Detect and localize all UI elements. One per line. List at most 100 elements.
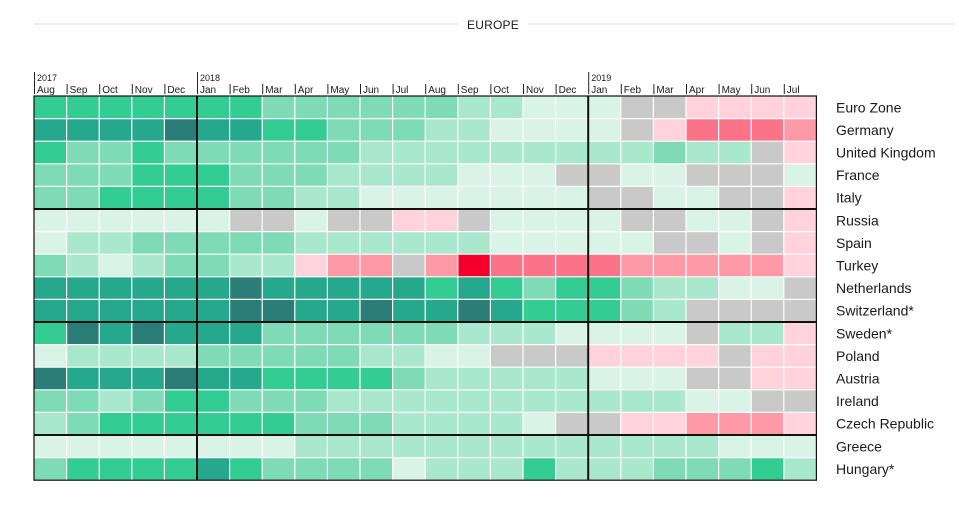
heatmap-cell [66,412,100,436]
heatmap-cell [653,163,687,187]
heatmap-cell [197,96,230,119]
row-label: Greece [836,438,882,454]
heatmap-cell [425,231,458,255]
heatmap-cell [751,254,784,277]
heatmap-cell [457,118,491,142]
heatmap-cell [327,435,361,458]
heatmap-cell [425,457,458,481]
heatmap-cell [555,231,589,255]
heatmap-cell [783,96,817,119]
heatmap-cell [34,344,67,368]
heatmap-cell [490,276,524,300]
heatmap-cell [555,322,589,345]
heatmap-cell [229,186,263,210]
heatmap-cell [653,367,687,390]
column-month-label: Dec [559,85,577,96]
heatmap-cell [783,209,817,232]
heatmap-cell [588,163,621,187]
heatmap-cell [262,141,295,164]
heatmap-cell [294,96,328,119]
heatmap-cell [686,186,719,210]
heatmap-cell [327,141,361,164]
row-label: Hungary* [836,461,895,477]
heatmap-cell [457,389,491,413]
heatmap-cell [783,231,817,255]
heatmap-cell [197,163,230,187]
row-label: Sweden* [836,325,893,341]
heatmap-cell [99,367,132,390]
heatmap-cell [783,435,817,458]
heatmap-cell [66,389,100,413]
heatmap-cell [164,299,198,323]
heatmap-cell [34,457,67,481]
heatmap-cell [425,118,458,142]
heatmap-cell [588,344,621,368]
heatmap-cell [425,276,458,300]
heatmap-cell [131,344,165,368]
heatmap-cell [620,367,654,390]
heatmap-cell [34,186,67,210]
heatmap-cell [294,186,328,210]
heatmap-cell [718,96,752,119]
heatmap-cell [392,231,426,255]
heatmap-cell [751,186,784,210]
heatmap-cell [588,299,621,323]
heatmap-cell [66,322,100,345]
heatmap-cell [490,299,524,323]
column-month-label: Mar [656,85,674,96]
heatmap-cells [34,96,817,481]
heatmap-cell [294,412,328,436]
heatmap-cell [425,163,458,187]
row-label: Poland [836,348,880,364]
heatmap-cell [66,118,100,142]
heatmap-cell [718,118,752,142]
heatmap-cell [490,435,524,458]
heatmap-cell [751,118,784,142]
heatmap-cell [392,118,426,142]
heatmap-cell [164,367,198,390]
heatmap-cell [523,186,556,210]
heatmap-cell [327,209,361,232]
heatmap-cell [457,186,491,210]
heatmap-cell [686,344,719,368]
heatmap-cell [99,435,132,458]
heatmap-cell [783,141,817,164]
heatmap-cell [425,141,458,164]
heatmap-cell [262,209,295,232]
heatmap-cell [262,276,295,300]
heatmap-cell [783,367,817,390]
heatmap-cell [425,412,458,436]
heatmap-cell [229,118,263,142]
heatmap-cell [34,367,67,390]
heatmap-cell [66,231,100,255]
heatmap-cell [327,322,361,345]
heatmap-cell [197,254,230,277]
heatmap-cell [783,254,817,277]
heatmap-cell [523,344,556,368]
heatmap-cell [197,186,230,210]
heatmap-cell [294,118,328,142]
heatmap-cell [164,412,198,436]
heatmap-cell [34,322,67,345]
heatmap-cell [523,322,556,345]
heatmap-cell [99,322,132,345]
heatmap-cell [262,344,295,368]
heatmap-cell [294,163,328,187]
heatmap-cell [653,118,687,142]
heatmap-cell [686,322,719,345]
row-label: Euro Zone [836,99,902,115]
heatmap-cell [294,276,328,300]
column-month-label: Jun [363,85,379,96]
heatmap-cell [34,276,67,300]
heatmap-cell [783,322,817,345]
heatmap-cell [718,344,752,368]
heatmap-cell [425,186,458,210]
heatmap-cell [392,209,426,232]
heatmap-cell [783,457,817,481]
heatmap-cell [197,209,230,232]
heatmap-cell [99,457,132,481]
heatmap-cell [131,435,165,458]
heatmap-cell [555,186,589,210]
heatmap-cell [490,457,524,481]
heatmap-cell [99,299,132,323]
